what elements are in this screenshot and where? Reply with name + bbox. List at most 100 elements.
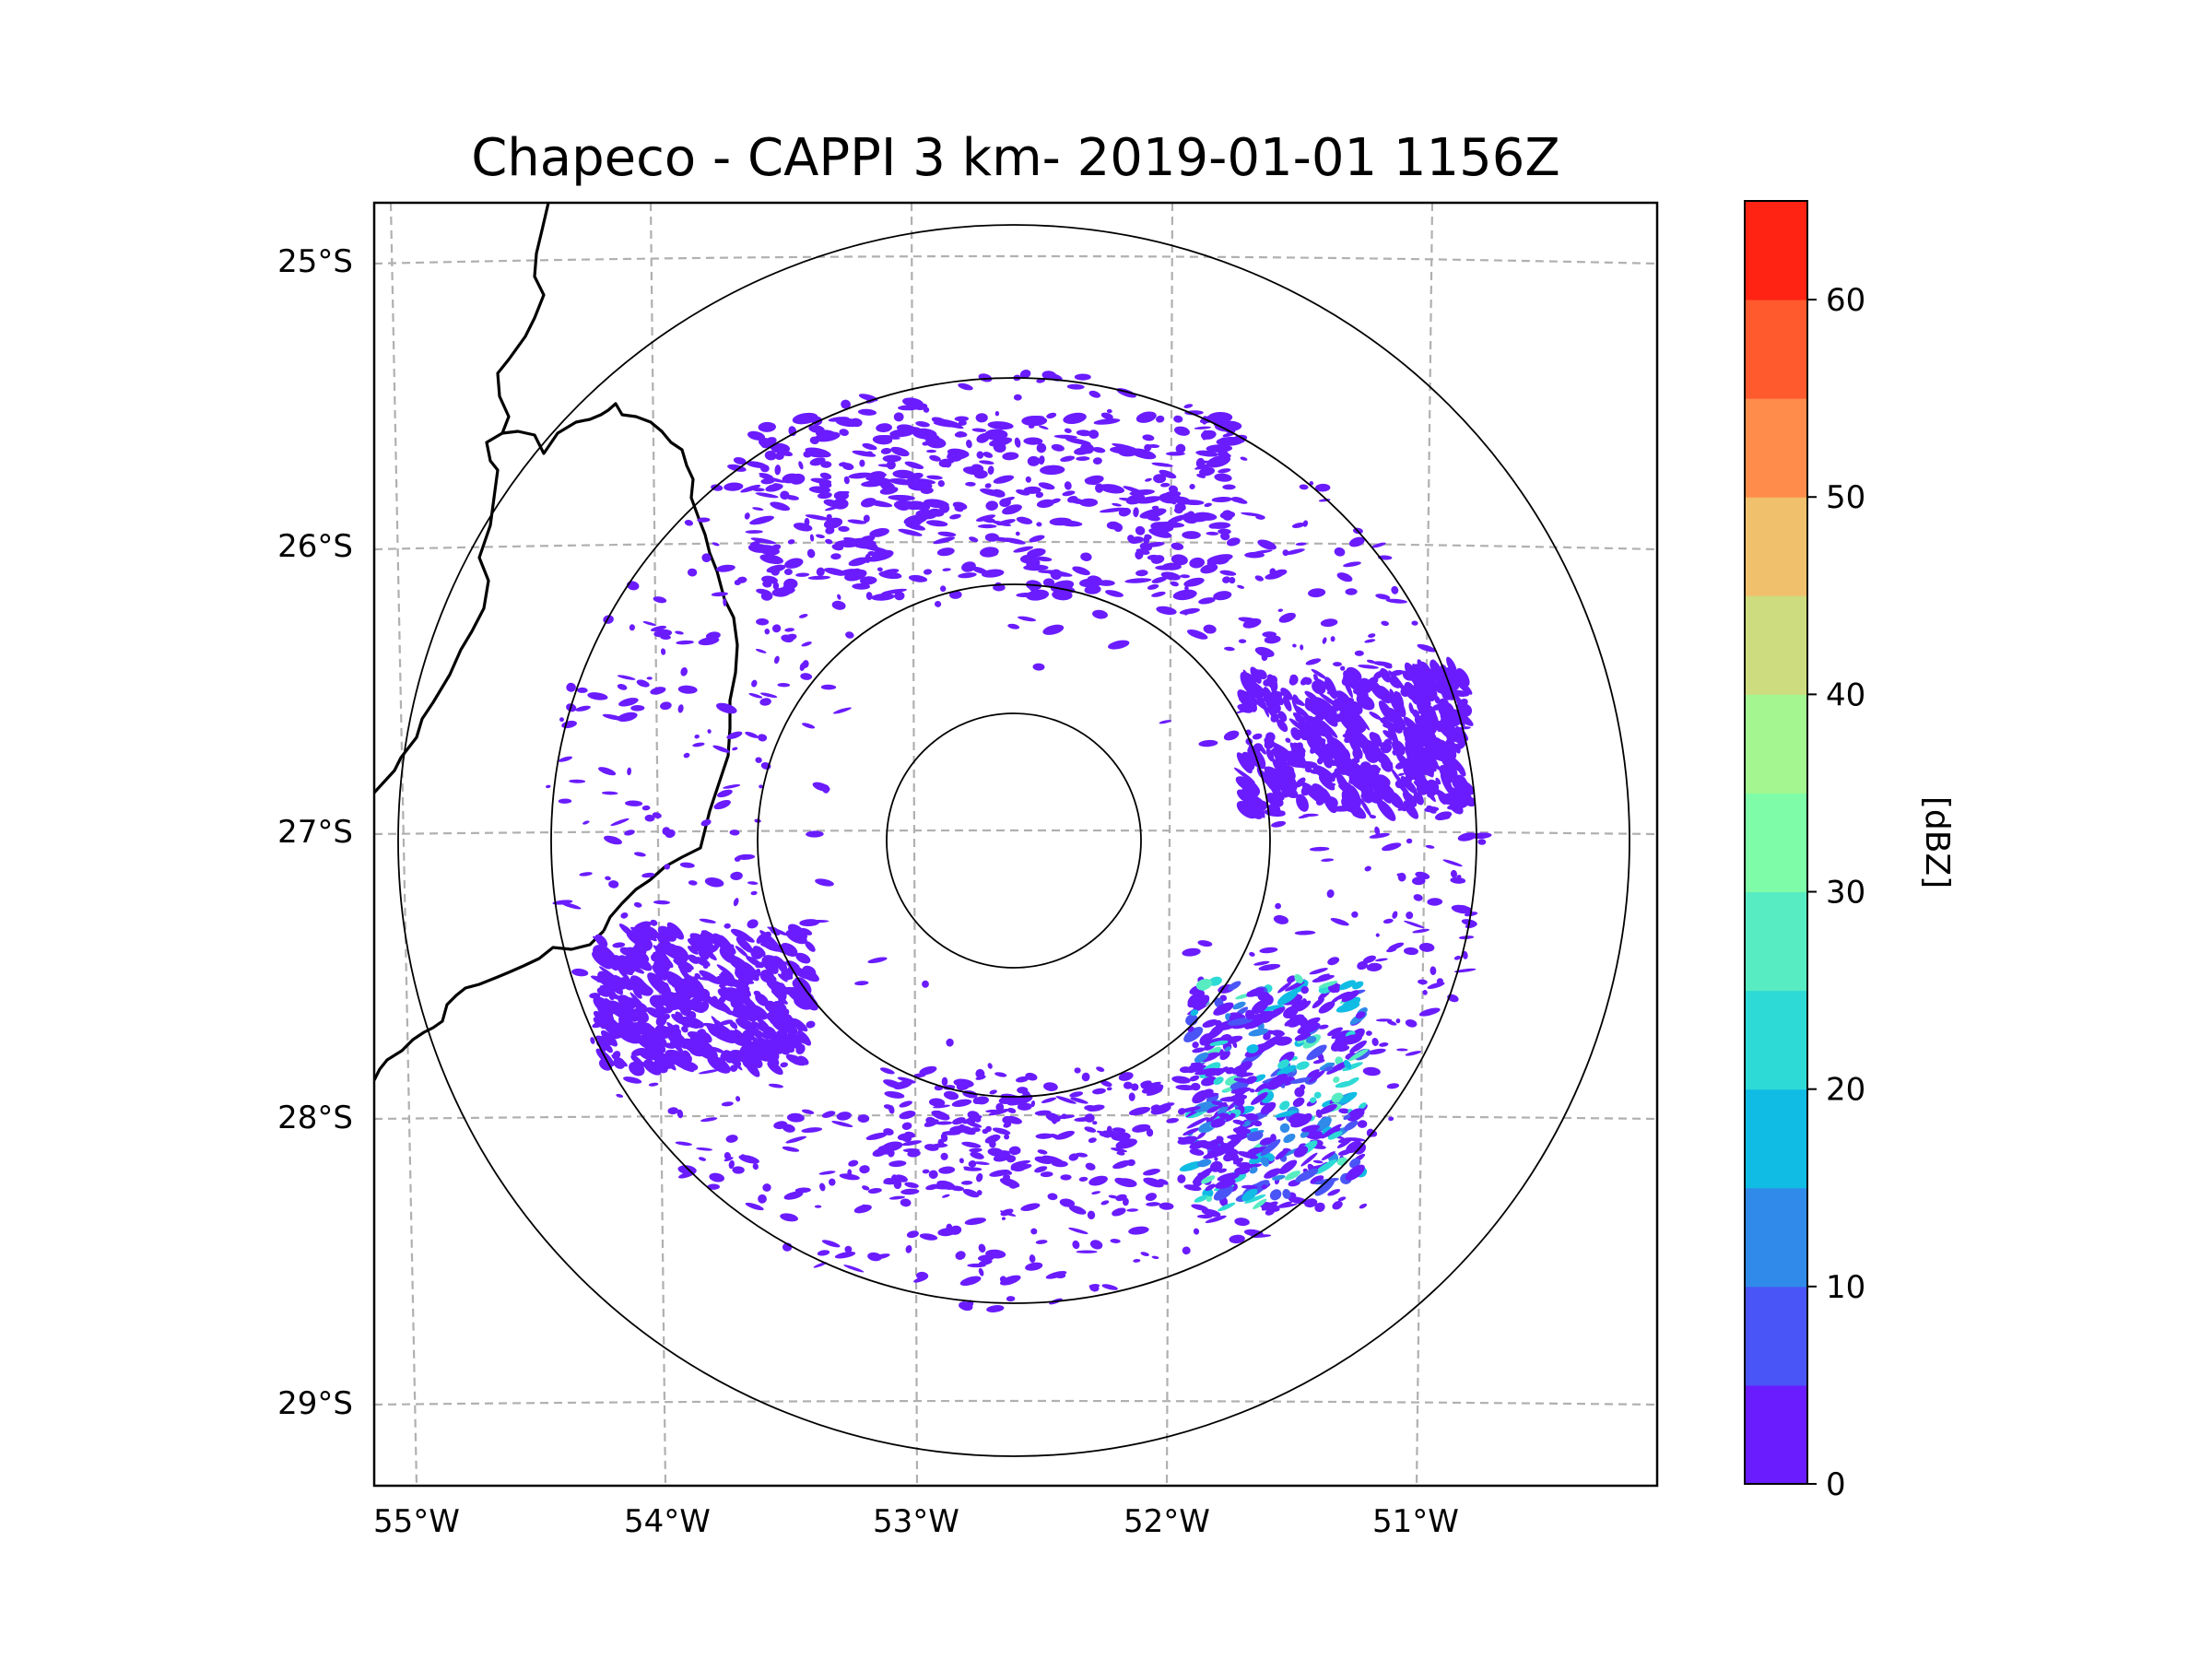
echo-cell (1292, 643, 1297, 648)
echo-cell (1267, 1153, 1275, 1162)
echo-cell (883, 1079, 903, 1089)
echo-cell (1307, 1069, 1320, 1078)
echo-cell (1320, 719, 1338, 738)
echo-cell (629, 965, 645, 974)
echo-cell (1182, 500, 1205, 506)
echo-cell (807, 575, 831, 580)
echo-cell (707, 729, 712, 734)
echo-cell (1093, 418, 1121, 425)
echo-cell (1457, 832, 1477, 841)
echo-cell (1218, 468, 1231, 474)
echo-cell (843, 1265, 865, 1273)
echo-cell (751, 1020, 769, 1033)
echo-cell (1036, 442, 1047, 453)
echo-cell (1080, 552, 1092, 561)
echo-cell (1130, 448, 1157, 460)
echo-cell (592, 951, 612, 970)
echo-cell (735, 936, 754, 953)
echo-cell (1003, 1173, 1011, 1181)
echo-cell (758, 421, 776, 432)
echo-cell (677, 685, 698, 694)
echo-cell (601, 791, 618, 795)
echo-cell (1135, 525, 1146, 535)
echo-cell (780, 1213, 798, 1222)
echo-cell (1386, 947, 1397, 953)
echo-cell (759, 692, 778, 699)
echo-cell (1308, 724, 1320, 734)
echo-cell (1203, 624, 1217, 634)
echo-cell (1156, 415, 1165, 423)
echo-cell (772, 582, 780, 590)
echo-cell (1224, 646, 1235, 652)
echo-cell (680, 666, 688, 677)
echo-cell (1173, 507, 1183, 514)
echo-cell (1043, 1082, 1058, 1091)
echo-cell (1309, 968, 1328, 975)
echo-cell (1234, 1218, 1250, 1227)
echo-cell (1327, 1189, 1341, 1196)
echo-cell (1006, 1171, 1013, 1175)
echo-cell (1305, 658, 1322, 665)
range-ring-3 (550, 377, 1477, 1304)
echo-cell (1213, 591, 1232, 601)
echo-cell (792, 412, 818, 425)
echo-cell (666, 922, 685, 940)
echo-cell (1254, 575, 1265, 582)
echo-cell (962, 1188, 980, 1198)
echo-cell (725, 1135, 738, 1143)
echo-cell (750, 890, 758, 896)
echo-cell (842, 537, 866, 548)
echo-cell (738, 1155, 759, 1164)
echo-cell (888, 1160, 907, 1168)
echo-cell (1294, 973, 1303, 984)
echo-cell (601, 1020, 623, 1039)
echo-cell (925, 1183, 940, 1191)
echo-cell (694, 734, 700, 739)
echo-cell (1289, 1077, 1312, 1084)
echo-cell (1036, 522, 1042, 527)
echo-cell (1040, 1171, 1053, 1178)
echo-cell (876, 423, 892, 433)
latitude-labels: 25°S 26°S 27°S 28°S 29°S (277, 243, 353, 1422)
echo-cell (707, 1055, 731, 1074)
echo-cell (700, 819, 712, 827)
colorbar-band (1745, 891, 1807, 992)
echo-cell (978, 1243, 986, 1253)
echo-cell (1068, 1153, 1079, 1161)
echo-cell (1108, 640, 1130, 650)
echo-cell (916, 1271, 929, 1280)
echo-cell (1145, 1081, 1161, 1088)
echo-cell (683, 752, 690, 759)
echo-cell (980, 547, 999, 558)
echo-cell (655, 947, 665, 956)
echo-cell (1253, 960, 1270, 966)
echo-cell (1221, 510, 1233, 521)
echo-cell (1200, 563, 1218, 574)
echo-cell (1300, 985, 1309, 994)
echo-cell (1052, 589, 1073, 601)
echo-cell (1041, 1097, 1057, 1103)
echo-cell (794, 1187, 811, 1194)
echo-cell (1204, 502, 1212, 508)
echo-cell (1371, 1038, 1379, 1046)
echo-cell (1191, 1204, 1208, 1211)
echo-cell (1301, 782, 1319, 798)
colorbar-band (1745, 1088, 1807, 1189)
echo-cell (1296, 1061, 1310, 1070)
echo-cell (899, 1100, 912, 1108)
echo-cell (1326, 1061, 1348, 1075)
echo-cell (1173, 415, 1183, 423)
echo-cell (1436, 685, 1444, 694)
echo-cell (1277, 608, 1284, 612)
echo-cell (618, 1015, 631, 1026)
plot-title: Chapeco - CAPPI 3 km- 2019-01-01 1156Z (471, 128, 1560, 188)
echo-cell (1344, 736, 1352, 744)
echo-cell (1297, 1022, 1321, 1035)
echo-cell (1046, 412, 1057, 419)
echo-cell (1140, 1252, 1149, 1256)
echo-cell (888, 1105, 895, 1114)
echo-cell (653, 951, 674, 969)
echo-cell (1364, 865, 1371, 872)
echo-cell (1294, 930, 1316, 935)
echo-cell (648, 1082, 659, 1087)
